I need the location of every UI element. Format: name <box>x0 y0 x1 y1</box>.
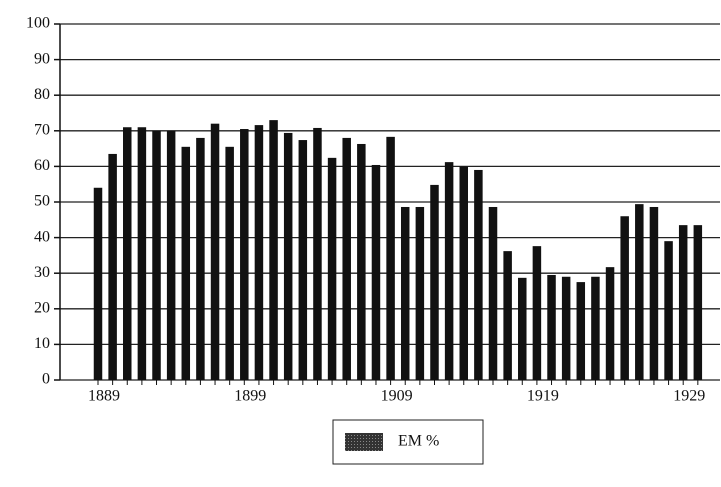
bar <box>678 225 688 380</box>
bar <box>254 125 264 380</box>
bar <box>210 123 220 381</box>
bar <box>561 276 571 380</box>
bar <box>664 241 673 380</box>
bar <box>269 120 278 381</box>
bar <box>503 251 512 380</box>
x-tick-label: 1929 <box>673 388 705 405</box>
bar <box>415 206 425 380</box>
legend-swatch <box>345 433 383 451</box>
bar <box>444 162 454 380</box>
bar <box>474 169 483 380</box>
bar <box>283 132 293 380</box>
bar <box>518 277 527 380</box>
legend-box <box>332 419 484 465</box>
x-tick-label: 1889 <box>88 388 120 405</box>
bar <box>240 129 249 380</box>
bar <box>137 127 147 381</box>
bar <box>225 146 234 380</box>
bar <box>181 146 191 380</box>
x-tick-label: 1899 <box>234 388 266 405</box>
y-tick-label: 0 <box>42 371 50 388</box>
bar <box>532 246 542 380</box>
y-tick-label: 60 <box>34 157 50 174</box>
y-tick-label: 20 <box>34 299 50 316</box>
bar <box>196 137 205 380</box>
bar <box>459 166 468 380</box>
bar <box>313 127 322 381</box>
y-tick-label: 30 <box>34 264 50 281</box>
y-tick-label: 40 <box>34 228 50 245</box>
bar <box>152 130 161 380</box>
bar <box>547 274 556 380</box>
bar <box>400 206 410 380</box>
bar <box>93 187 103 380</box>
bar <box>693 225 703 380</box>
x-tick-label: 1909 <box>381 388 413 405</box>
bar <box>123 127 132 381</box>
y-tick-label: 80 <box>34 86 50 103</box>
bar <box>576 282 586 380</box>
legend-label: EM % <box>398 433 439 450</box>
bar <box>166 130 176 380</box>
bar <box>649 206 659 380</box>
bar <box>635 204 644 380</box>
bar <box>591 276 600 380</box>
bar <box>108 153 117 380</box>
bar <box>620 216 629 380</box>
x-tick-label: 1919 <box>527 388 559 405</box>
bar <box>371 164 381 380</box>
bar <box>298 140 308 380</box>
y-tick-label: 10 <box>34 335 50 352</box>
bar <box>357 143 366 380</box>
y-tick-label: 90 <box>34 50 50 67</box>
bar <box>327 157 337 380</box>
y-tick-label: 70 <box>34 121 50 138</box>
bar <box>386 136 395 380</box>
y-tick-label: 100 <box>26 15 50 32</box>
bar <box>430 184 439 380</box>
y-tick-label: 50 <box>34 193 50 210</box>
bar <box>488 206 498 380</box>
bar <box>342 137 351 380</box>
bar <box>605 267 615 380</box>
